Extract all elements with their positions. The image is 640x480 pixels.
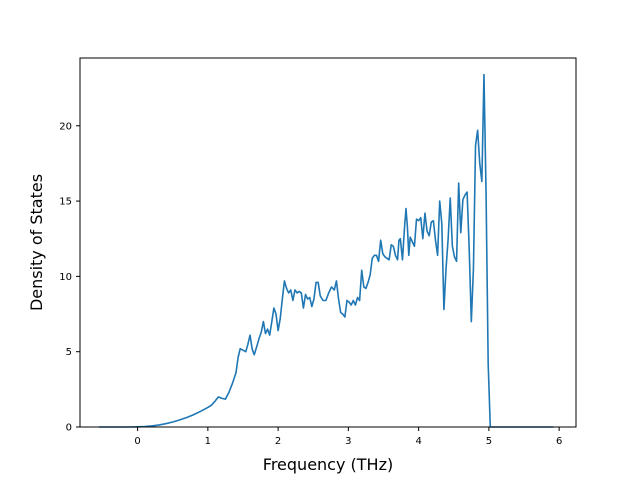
y-axis-label: Density of States <box>27 174 46 311</box>
y-tick-label: 20 <box>59 121 72 132</box>
dos-series-line <box>98 73 554 428</box>
x-tick-label: 0 <box>134 436 140 447</box>
y-tick-label: 10 <box>59 272 72 283</box>
y-tick-label: 0 <box>66 423 72 434</box>
x-axis: 0 1 2 3 4 5 6 <box>134 427 562 447</box>
y-axis: 0 5 10 15 20 <box>59 121 80 434</box>
x-tick-label: 1 <box>205 436 211 447</box>
x-tick-label: 4 <box>415 436 421 447</box>
axes-frame <box>79 57 577 428</box>
x-tick-label: 3 <box>345 436 351 447</box>
x-tick-label: 2 <box>275 436 281 447</box>
y-tick-label: 5 <box>66 347 72 358</box>
x-tick-label: 6 <box>556 436 562 447</box>
x-tick-label: 5 <box>486 436 492 447</box>
y-tick-label: 15 <box>59 197 72 208</box>
x-axis-label: Frequency (THz) <box>263 455 393 474</box>
plot-area <box>98 73 554 428</box>
